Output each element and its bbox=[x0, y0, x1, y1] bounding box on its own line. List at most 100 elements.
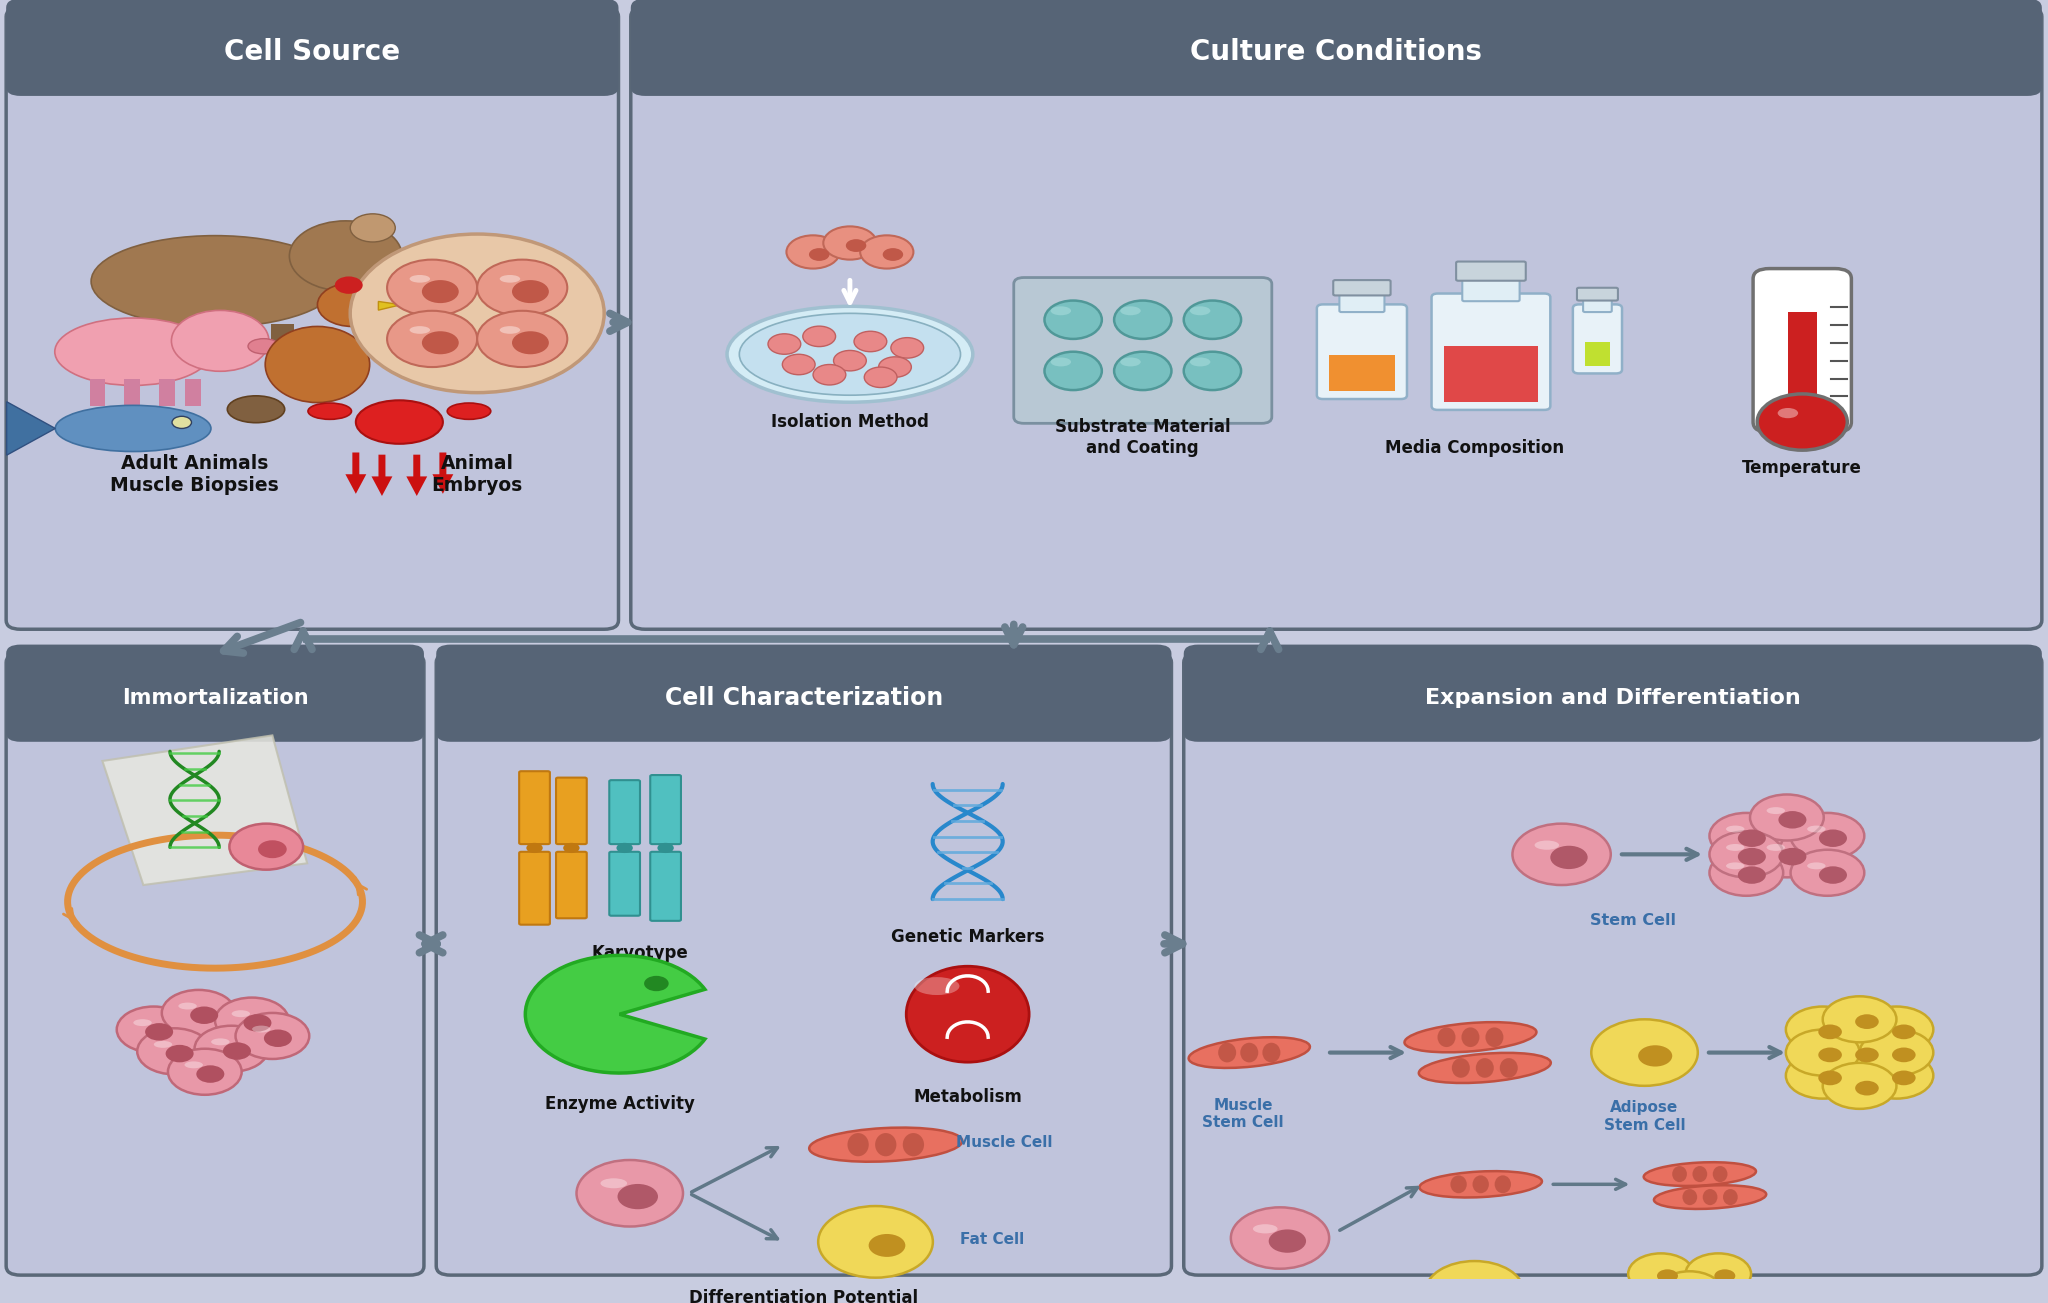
Bar bbox=[1585, 343, 1610, 366]
Circle shape bbox=[145, 1023, 174, 1041]
Ellipse shape bbox=[1473, 1175, 1489, 1194]
Circle shape bbox=[258, 840, 287, 859]
Bar bbox=[35, 662, 395, 731]
Circle shape bbox=[1819, 1024, 1841, 1040]
Text: Expansion and Differentiation: Expansion and Differentiation bbox=[1425, 688, 1800, 708]
Ellipse shape bbox=[1241, 1042, 1257, 1062]
Circle shape bbox=[575, 1160, 682, 1226]
FancyBboxPatch shape bbox=[436, 654, 1171, 1276]
Ellipse shape bbox=[1114, 352, 1171, 390]
Text: Immortalization: Immortalization bbox=[121, 688, 309, 708]
Circle shape bbox=[1786, 1006, 1860, 1053]
Circle shape bbox=[1628, 1289, 1694, 1303]
Ellipse shape bbox=[600, 1178, 627, 1188]
Circle shape bbox=[1657, 1269, 1677, 1282]
FancyBboxPatch shape bbox=[436, 645, 1171, 741]
Circle shape bbox=[172, 310, 268, 371]
Ellipse shape bbox=[1419, 1171, 1542, 1197]
FancyArrow shape bbox=[371, 455, 393, 496]
FancyBboxPatch shape bbox=[1317, 305, 1407, 399]
Ellipse shape bbox=[809, 1127, 963, 1162]
Circle shape bbox=[350, 214, 395, 242]
Circle shape bbox=[1268, 1230, 1307, 1252]
FancyArrow shape bbox=[346, 452, 367, 494]
Circle shape bbox=[823, 227, 877, 259]
Circle shape bbox=[618, 1184, 657, 1209]
Circle shape bbox=[223, 1042, 252, 1059]
Ellipse shape bbox=[1485, 1027, 1503, 1048]
Text: Muscle Cell: Muscle Cell bbox=[956, 1135, 1053, 1149]
Circle shape bbox=[1823, 997, 1896, 1042]
FancyArrow shape bbox=[406, 455, 428, 496]
Bar bbox=[182, 323, 205, 366]
Text: Adipose
Stem Cell: Adipose Stem Cell bbox=[1604, 1100, 1686, 1132]
Circle shape bbox=[1819, 1071, 1841, 1085]
Circle shape bbox=[1860, 1006, 1933, 1053]
Ellipse shape bbox=[231, 1010, 250, 1018]
Bar bbox=[1212, 662, 2013, 731]
Circle shape bbox=[1855, 1014, 1878, 1029]
Bar bbox=[1329, 354, 1395, 391]
Ellipse shape bbox=[1495, 1175, 1511, 1194]
Circle shape bbox=[1550, 846, 1587, 869]
Ellipse shape bbox=[410, 326, 430, 334]
Circle shape bbox=[1739, 848, 1765, 865]
Ellipse shape bbox=[1499, 1058, 1518, 1078]
FancyBboxPatch shape bbox=[651, 852, 680, 921]
Circle shape bbox=[1860, 1029, 1933, 1075]
Ellipse shape bbox=[154, 1041, 172, 1048]
Circle shape bbox=[1628, 1253, 1694, 1294]
Ellipse shape bbox=[1681, 1190, 1698, 1205]
Circle shape bbox=[1819, 830, 1847, 847]
Text: Cell Characterization: Cell Characterization bbox=[666, 685, 942, 710]
Circle shape bbox=[1714, 1269, 1735, 1282]
Circle shape bbox=[229, 823, 303, 869]
Circle shape bbox=[1819, 866, 1847, 883]
Circle shape bbox=[1757, 394, 1847, 451]
Text: Metabolism: Metabolism bbox=[913, 1088, 1022, 1106]
Text: Fat Cell: Fat Cell bbox=[961, 1231, 1024, 1247]
Ellipse shape bbox=[1044, 352, 1102, 390]
Circle shape bbox=[387, 311, 477, 367]
Ellipse shape bbox=[1044, 301, 1102, 339]
Circle shape bbox=[195, 1025, 268, 1072]
Circle shape bbox=[350, 235, 604, 392]
Ellipse shape bbox=[1120, 357, 1141, 366]
FancyBboxPatch shape bbox=[631, 8, 2042, 629]
Circle shape bbox=[317, 283, 387, 327]
Ellipse shape bbox=[1405, 1022, 1536, 1053]
Circle shape bbox=[336, 276, 362, 294]
Ellipse shape bbox=[1726, 826, 1745, 833]
Circle shape bbox=[860, 236, 913, 268]
Text: Media Composition: Media Composition bbox=[1384, 439, 1565, 456]
Ellipse shape bbox=[1051, 306, 1071, 315]
FancyBboxPatch shape bbox=[1573, 305, 1622, 374]
Circle shape bbox=[657, 843, 674, 853]
Bar bbox=[659, 17, 2013, 86]
Ellipse shape bbox=[848, 1134, 868, 1156]
FancyBboxPatch shape bbox=[6, 0, 618, 96]
Text: Muscle
Stem Cell: Muscle Stem Cell bbox=[1202, 1097, 1284, 1130]
Ellipse shape bbox=[739, 313, 961, 395]
FancyBboxPatch shape bbox=[6, 645, 424, 741]
Polygon shape bbox=[379, 301, 401, 310]
Circle shape bbox=[172, 416, 193, 429]
Ellipse shape bbox=[446, 403, 492, 420]
Circle shape bbox=[137, 1028, 211, 1074]
FancyArrow shape bbox=[432, 452, 453, 494]
Circle shape bbox=[846, 240, 866, 251]
Ellipse shape bbox=[1462, 1027, 1479, 1048]
Circle shape bbox=[817, 1207, 934, 1278]
Text: Adult Animals
Muscle Biopsies: Adult Animals Muscle Biopsies bbox=[111, 453, 279, 495]
Bar bbox=[90, 379, 104, 407]
Ellipse shape bbox=[500, 326, 520, 334]
FancyBboxPatch shape bbox=[610, 852, 639, 916]
Text: Substrate Material
and Coating: Substrate Material and Coating bbox=[1055, 418, 1231, 457]
Bar bbox=[125, 379, 139, 407]
Ellipse shape bbox=[1184, 352, 1241, 390]
Ellipse shape bbox=[184, 1062, 203, 1068]
Ellipse shape bbox=[1438, 1027, 1456, 1048]
Circle shape bbox=[166, 1045, 195, 1062]
FancyBboxPatch shape bbox=[631, 0, 2042, 96]
Ellipse shape bbox=[1219, 1042, 1237, 1062]
